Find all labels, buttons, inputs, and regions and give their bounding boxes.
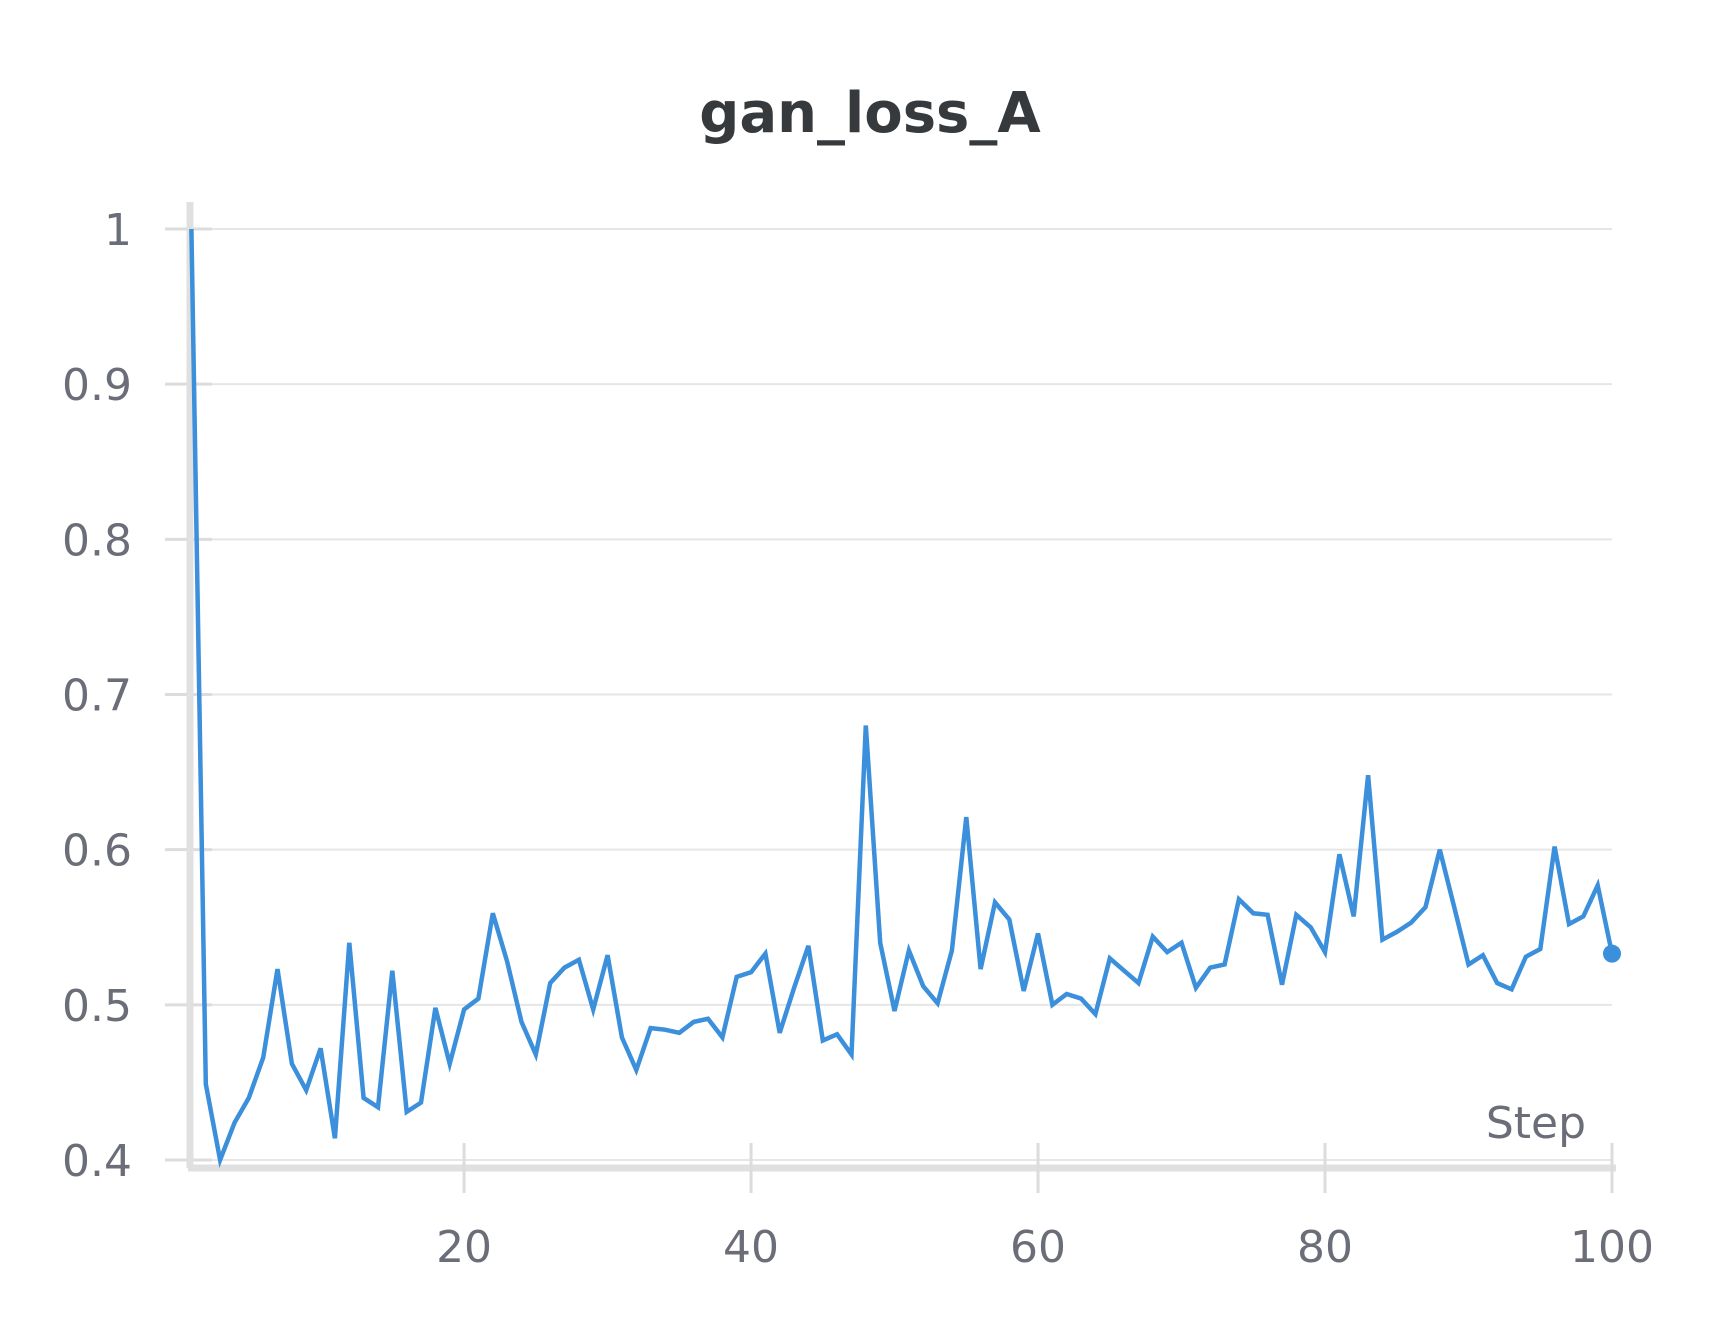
x-tick-label: 80	[1297, 1222, 1353, 1273]
series-end-point	[1603, 944, 1621, 963]
grid-lines	[190, 228, 1612, 1161]
y-tick-label: 0.4	[62, 1136, 132, 1187]
series-line	[189, 228, 1615, 1169]
x-axis-title: Step	[1486, 1098, 1586, 1149]
y-tick-label: 0.9	[62, 360, 132, 411]
x-tick-label: 20	[436, 1222, 492, 1273]
y-tick-label: 0.6	[62, 826, 132, 877]
chart-title: gan_loss_A	[699, 81, 1041, 146]
y-tick-label: 0.8	[62, 515, 132, 566]
tick-labels: 0.4 0.5 0.6 0.7 0.8 0.9 1 20 40 60 80 100	[62, 205, 1654, 1273]
axes	[165, 202, 1616, 1193]
y-tick-label: 1	[104, 205, 132, 256]
x-tick-label: 60	[1010, 1222, 1066, 1273]
y-tick-label: 0.5	[62, 981, 132, 1032]
y-tick-label: 0.7	[62, 671, 132, 722]
x-tick-label: 40	[723, 1222, 779, 1273]
series	[189, 228, 1621, 1169]
x-tick-label: 100	[1570, 1222, 1654, 1273]
